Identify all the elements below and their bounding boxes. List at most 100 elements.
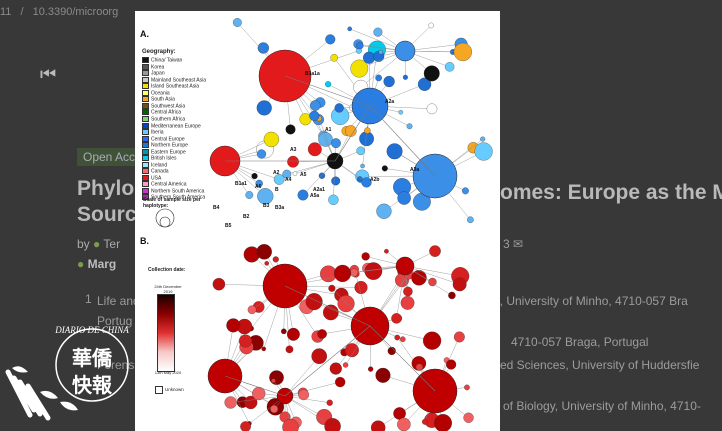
haplotype-node (257, 188, 274, 205)
haplotype-node (356, 42, 364, 50)
haplotype-node (317, 329, 327, 339)
legend-label: Oceania (151, 90, 170, 97)
haplotype-node (354, 281, 368, 295)
network-edge (284, 381, 341, 397)
legend-swatch (142, 168, 149, 175)
haplotype-node (381, 165, 388, 172)
haplotype-node (417, 77, 432, 91)
author-link[interactable]: Marg (87, 257, 117, 271)
legend-swatch (142, 174, 149, 181)
haplotype-hub (394, 40, 416, 62)
legend-item: Iceland (142, 161, 230, 169)
legend-item: Northern South America (142, 187, 230, 195)
phylogenetic-network-figure[interactable]: B1a1a A2a A1 A3 A3a A2 B1a1 B A5 A4 A6 A2a1 A2b B3 B4 B… (135, 11, 500, 431)
legend-item: Korea (142, 63, 230, 71)
node-label: A2a1 (313, 187, 325, 193)
haplotype-node (361, 177, 372, 188)
legend-swatch (142, 181, 149, 188)
mail-icon[interactable]: ✉ (513, 237, 524, 251)
node-label: A2a (385, 99, 394, 105)
legend-swatch (142, 109, 149, 116)
haplotype-node (428, 277, 437, 287)
unknown-legend: Unknown (155, 386, 184, 394)
legend-label: Eastern Europe (151, 148, 186, 155)
legend-label: Island Southeast Asia (151, 83, 200, 90)
node-label: B (275, 187, 279, 193)
haplotype-node (452, 277, 467, 292)
haplotype-node (356, 146, 365, 156)
haplotype-node (305, 293, 323, 311)
panel-b-label: B. (140, 236, 149, 246)
legend-item: China/ Taiwan (142, 57, 230, 64)
affiliation-text: ed Sciences, University of Huddersfie (500, 358, 700, 372)
network-edge (284, 395, 333, 427)
haplotype-node (264, 261, 269, 266)
legend-item: South Asia (142, 96, 230, 103)
haplotype-node (394, 334, 401, 341)
network-edge (230, 395, 286, 403)
haplotype-node (364, 127, 371, 134)
affiliation-text: Life and (97, 294, 140, 308)
legend-swatch (142, 148, 149, 155)
network-edge (369, 325, 436, 392)
legend-label: Mainland Southeast Asia (151, 77, 207, 84)
node-label: B1a1a (305, 71, 320, 77)
orcid-icon[interactable]: ● (93, 237, 101, 251)
breadcrumb: 11 / 10.3390/microorg (0, 6, 124, 18)
haplotype-node (328, 194, 339, 205)
haplotype-node (318, 172, 326, 179)
haplotype-node (370, 420, 386, 431)
legend-item: Iberia (142, 129, 230, 136)
haplotype-node (422, 331, 442, 350)
affiliation-number: 1 (85, 292, 92, 306)
node-label: B3a (275, 205, 284, 211)
network-edge (284, 285, 371, 327)
haplotype-node (474, 142, 493, 161)
haplotype-node (399, 336, 406, 343)
haplotype-node (224, 396, 237, 409)
legend-swatch (142, 102, 149, 109)
node-label: A2b (370, 177, 379, 183)
haplotype-node (272, 256, 279, 263)
haplotype-node (331, 176, 341, 186)
haplotype-node (323, 304, 339, 321)
legend-swatch (142, 129, 149, 136)
haplotype-node (256, 244, 272, 260)
affiliation-text: me, University of Minho, 4710-057 Bra (483, 294, 688, 308)
haplotype-node (464, 384, 470, 391)
orcid-icon[interactable]: ● (77, 257, 85, 271)
haplotype-node (331, 138, 341, 149)
breadcrumb-doi[interactable]: 10.3390/microorg (32, 6, 119, 18)
haplotype-hub (395, 256, 415, 276)
legend-item: Southwest Asia (142, 102, 230, 110)
haplotype-node (212, 277, 226, 291)
node-label: A5a (310, 193, 319, 199)
node-label: A2 (273, 170, 280, 176)
haplotype-node (325, 34, 336, 45)
legend-swatch (142, 57, 149, 64)
legend-swatch (142, 89, 149, 96)
haplotype-node (373, 27, 383, 37)
haplotype-node (357, 176, 363, 182)
haplotype-node (263, 131, 280, 148)
breadcrumb-part[interactable]: 11 (0, 6, 12, 18)
node-label: B5 (225, 223, 232, 229)
haplotype-node (251, 173, 258, 180)
legend-label: USA (151, 175, 162, 182)
network-edge (334, 105, 371, 162)
haplotype-node (415, 363, 423, 371)
scale-circle (159, 216, 171, 228)
haplotype-node (281, 328, 287, 335)
haplotype-node (240, 421, 251, 431)
network-edge (342, 265, 406, 274)
haplotype-node (325, 81, 332, 88)
legend-swatch (142, 142, 149, 149)
affiliation-text: of Biology, University of Minho, 4710- (503, 399, 701, 413)
author-link[interactable]: Ter (103, 237, 121, 251)
haplotype-node (256, 100, 272, 116)
legend-label: Northern Europe (151, 142, 188, 149)
affiliation-text: Portug (97, 314, 133, 328)
legend-item: Central Africa (142, 109, 230, 116)
first-page-icon[interactable]: ⏮ (40, 64, 57, 84)
haplotype-node (344, 343, 359, 358)
